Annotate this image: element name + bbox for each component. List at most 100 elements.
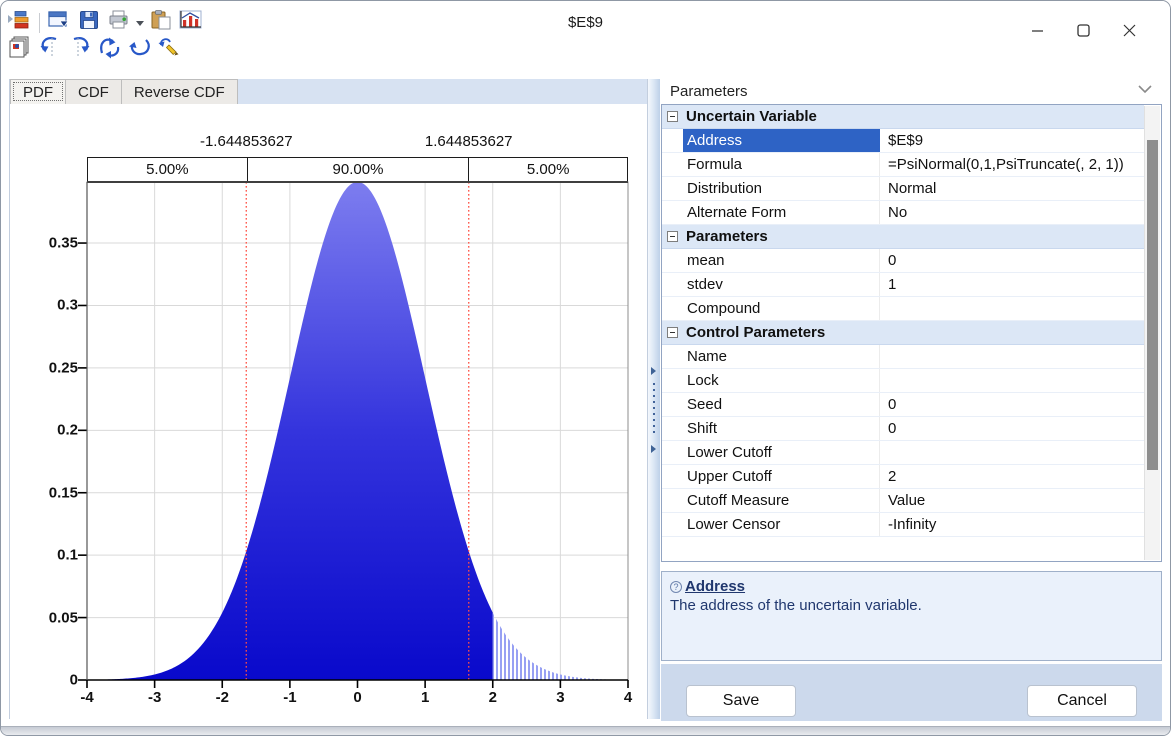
close-icon bbox=[1123, 24, 1135, 36]
app-distribution-icon bbox=[7, 9, 33, 36]
percentile-lower-value: -1.644853627 bbox=[199, 133, 293, 150]
splitter-grip[interactable] bbox=[653, 383, 655, 437]
grid-row-label[interactable]: stdev bbox=[683, 273, 880, 296]
panel-splitter[interactable] bbox=[648, 79, 660, 719]
print-dropdown-caret-button[interactable] bbox=[134, 10, 146, 35]
grid-row-value[interactable]: 1 bbox=[888, 276, 897, 293]
grid-row-label[interactable]: Formula bbox=[683, 153, 880, 176]
minimize-button[interactable] bbox=[1014, 11, 1060, 49]
grid-row-value[interactable]: No bbox=[888, 204, 908, 221]
grid-row-label[interactable]: Shift bbox=[683, 417, 880, 440]
grid-row-label[interactable]: Lock bbox=[683, 369, 880, 392]
grid-row-value[interactable]: 0 bbox=[888, 420, 897, 437]
section-title: Parameters bbox=[686, 228, 768, 245]
x-axis-tick-label: 0 bbox=[353, 689, 362, 706]
save-button[interactable]: Save bbox=[686, 685, 796, 717]
grid-row: Seed 0 bbox=[662, 393, 1144, 417]
rotate-button[interactable] bbox=[125, 37, 155, 62]
grid-row: Name bbox=[662, 345, 1144, 369]
paste-button[interactable] bbox=[146, 10, 176, 35]
copy-chart-button[interactable] bbox=[5, 36, 35, 62]
maximize-icon bbox=[1076, 23, 1090, 37]
scrollbar-thumb[interactable] bbox=[1147, 140, 1158, 470]
grid-row: Lower Cutoff bbox=[662, 441, 1144, 465]
grid-row-value[interactable]: Value bbox=[888, 492, 926, 509]
tab-reverse-cdf[interactable]: Reverse CDF bbox=[121, 79, 238, 104]
grid-row-value[interactable]: Normal bbox=[888, 180, 937, 197]
close-button[interactable] bbox=[1106, 11, 1152, 49]
grid-row-value[interactable]: 0 bbox=[888, 396, 897, 413]
grid-row-label[interactable]: Seed bbox=[683, 393, 880, 416]
grid-section-header[interactable]: Control Parameters bbox=[662, 321, 1144, 345]
splitter-collapse-arrow[interactable] bbox=[651, 445, 656, 453]
flip-vertical-button[interactable] bbox=[95, 37, 125, 62]
section-collapse-box[interactable] bbox=[662, 327, 683, 338]
y-axis-tick-label: 0 bbox=[69, 671, 78, 689]
grid-row: Shift 0 bbox=[662, 417, 1144, 441]
grid-row-label[interactable]: Compound bbox=[683, 297, 880, 320]
grid-row-value[interactable]: $E$9 bbox=[888, 132, 924, 149]
grid-row: Cutoff Measure Value bbox=[662, 489, 1144, 513]
tab-pdf[interactable]: PDF bbox=[10, 79, 66, 104]
chart-icon bbox=[178, 9, 204, 36]
grid-section-header[interactable]: Uncertain Variable bbox=[662, 105, 1144, 129]
save-button[interactable] bbox=[74, 10, 104, 35]
flip-right-button[interactable] bbox=[65, 37, 95, 62]
grid-row-label[interactable]: Alternate Form bbox=[683, 201, 880, 224]
grid-row-label[interactable]: Lower Censor bbox=[683, 513, 880, 536]
grid-row-label[interactable]: mean bbox=[683, 249, 880, 272]
undo-edit-button[interactable] bbox=[155, 37, 185, 62]
section-title: Uncertain Variable bbox=[686, 108, 817, 125]
window-bottom-edge bbox=[1, 726, 1170, 735]
grid-row-value[interactable]: =PsiNormal(0,1,PsiTruncate(, 2, 1)) bbox=[888, 156, 1124, 173]
grid-row: Formula =PsiNormal(0,1,PsiTruncate(, 2, 1… bbox=[662, 153, 1144, 177]
grid-row-label[interactable]: Name bbox=[683, 345, 880, 368]
tab-cdf[interactable]: CDF bbox=[66, 79, 122, 104]
export-window-button[interactable] bbox=[44, 10, 74, 35]
percentile-handle-upper[interactable] bbox=[466, 182, 473, 680]
help-icon: ? bbox=[670, 580, 682, 593]
help-title-link[interactable]: Address bbox=[685, 578, 746, 595]
y-axis-tick-label: 0.15 bbox=[48, 484, 78, 502]
grid-row-label[interactable]: Cutoff Measure bbox=[683, 489, 880, 512]
help-description: The address of the uncertain variable. bbox=[670, 597, 922, 614]
grid-row-label[interactable]: Distribution bbox=[683, 177, 880, 200]
percentile-handle-lower[interactable] bbox=[243, 182, 250, 680]
y-axis-tick-label: 0.1 bbox=[57, 546, 78, 564]
x-axis-tick-label: -4 bbox=[80, 689, 94, 706]
grid-row-value[interactable]: 2 bbox=[888, 468, 897, 485]
grid-row-label[interactable]: Lower Cutoff bbox=[683, 441, 880, 464]
collapse-minus-icon bbox=[667, 111, 678, 122]
grid-row-label[interactable]: Upper Cutoff bbox=[683, 465, 880, 488]
x-axis-tick-label: -2 bbox=[215, 689, 229, 706]
section-collapse-box[interactable] bbox=[662, 231, 683, 242]
print-button[interactable] bbox=[104, 10, 134, 35]
grid-section-header[interactable]: Parameters bbox=[662, 225, 1144, 249]
collapse-minus-icon bbox=[667, 327, 678, 338]
percentile-band: 5.00% bbox=[468, 158, 627, 181]
chart-panel: PDF CDF Reverse CDF -1.644853627 1.64485362… bbox=[9, 79, 648, 719]
y-axis-tick-label: 0.2 bbox=[57, 421, 78, 439]
section-collapse-box[interactable] bbox=[662, 111, 683, 122]
grid-row-value[interactable]: 0 bbox=[888, 252, 897, 269]
grid-row-label[interactable]: Address bbox=[683, 129, 880, 152]
flip-left-button[interactable] bbox=[35, 37, 65, 62]
x-axis-tick-label: 4 bbox=[623, 689, 633, 706]
grid-row: Compound bbox=[662, 297, 1144, 321]
chart-button[interactable] bbox=[176, 10, 206, 35]
grid-row: Upper Cutoff 2 bbox=[662, 465, 1144, 489]
flip-right-icon bbox=[67, 35, 93, 64]
app-distribution-button[interactable] bbox=[5, 10, 35, 35]
print-dropdown-caret bbox=[135, 14, 145, 32]
flip-left-icon bbox=[37, 35, 63, 64]
splitter-collapse-arrow[interactable] bbox=[651, 367, 656, 375]
grid-row: Address $E$9 bbox=[662, 129, 1144, 153]
property-grid-scrollbar[interactable] bbox=[1144, 106, 1160, 560]
maximize-button[interactable] bbox=[1060, 11, 1106, 49]
cancel-button[interactable]: Cancel bbox=[1027, 685, 1137, 717]
y-axis-tick-label: 0.35 bbox=[48, 234, 78, 252]
dialog-button-strip: Save Cancel bbox=[661, 664, 1162, 721]
grid-row: Distribution Normal bbox=[662, 177, 1144, 201]
parameters-header-dropdown[interactable]: Parameters bbox=[661, 79, 1162, 103]
grid-row-value[interactable]: -Infinity bbox=[888, 516, 937, 533]
